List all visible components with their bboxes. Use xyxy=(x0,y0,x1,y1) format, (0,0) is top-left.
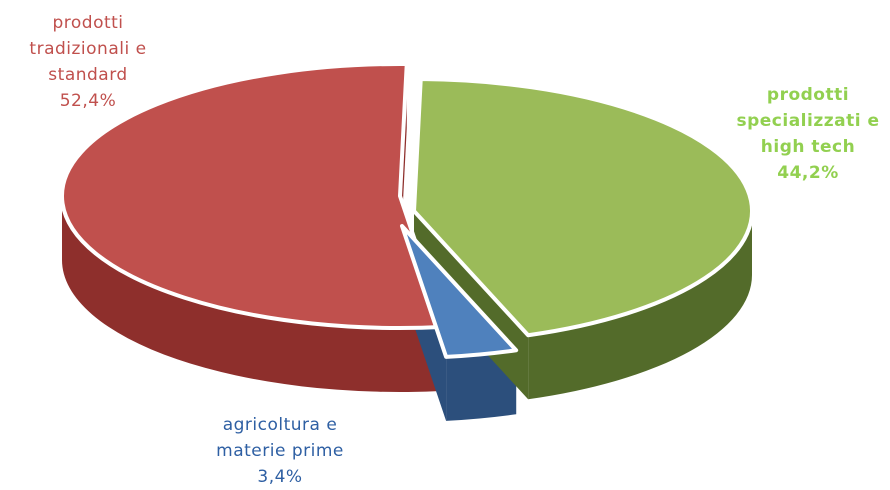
slice-prodotti-tradizionali-value-label: 52,4% xyxy=(60,91,117,111)
slice-agricoltura-name-line: materie prime xyxy=(216,441,344,461)
slice-prodotti-tradizionali-outer-wall-0 xyxy=(62,196,445,393)
slice-agricoltura xyxy=(400,224,519,359)
slice-prodotti-tradizionali xyxy=(60,62,447,330)
slice-prodotti-specializzati-name-line: specializzati e xyxy=(736,111,879,131)
slice-prodotti-specializzati-value-label: 44,2% xyxy=(777,163,838,183)
slice-prodotti-specializzati-label: prodotti specializzati e high tech 44,2% xyxy=(736,85,879,183)
slice-prodotti-tradizionali-name-line: prodotti xyxy=(52,13,123,33)
slice-prodotti-specializzati-name-line: prodotti xyxy=(767,85,849,105)
slice-agricoltura-outer-wall-0 xyxy=(446,350,517,421)
slice-prodotti-specializzati-name-line: high tech xyxy=(761,137,855,157)
slice-prodotti-tradizionali-name-line: standard xyxy=(48,65,127,85)
slice-prodotti-tradizionali-name-line: tradizionali e xyxy=(29,39,146,59)
slice-agricoltura-label: agricoltura e materie prime 3,4% xyxy=(216,415,344,487)
slice-agricoltura-name-line: agricoltura e xyxy=(223,415,338,435)
slice-agricoltura-value-label: 3,4% xyxy=(257,467,302,487)
slice-prodotti-specializzati-outer-wall-0 xyxy=(528,211,752,400)
slice-prodotti-tradizionali-label: prodotti tradizionali e standard 52,4% xyxy=(29,13,146,111)
slice-prodotti-specializzati xyxy=(412,77,754,338)
